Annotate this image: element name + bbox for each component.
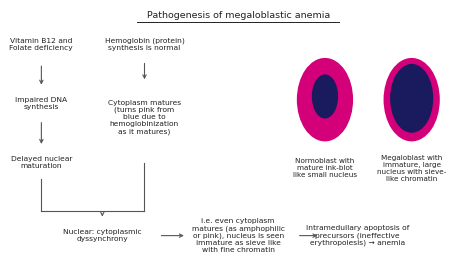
Text: Delayed nuclear
maturation: Delayed nuclear maturation [11,156,72,169]
Ellipse shape [312,74,338,119]
Text: Pathogenesis of megaloblastic anemia: Pathogenesis of megaloblastic anemia [146,11,330,20]
Text: Nuclear: cytoplasmic
dyssynchrony: Nuclear: cytoplasmic dyssynchrony [63,229,142,242]
Text: Intramedullary apoptosis of
precursors (ineffective
erythropoiesis) → anemia: Intramedullary apoptosis of precursors (… [306,225,410,246]
Text: Vitamin B12 and
Folate deficiency: Vitamin B12 and Folate deficiency [9,38,73,51]
Ellipse shape [383,58,440,141]
Ellipse shape [390,64,433,133]
Text: Impaired DNA
synthesis: Impaired DNA synthesis [15,97,67,110]
Text: Normoblast with
mature ink-blot
like small nucleus: Normoblast with mature ink-blot like sma… [293,158,357,178]
Text: Megaloblast with
immature, large
nucleus with sieve-
like chromatin: Megaloblast with immature, large nucleus… [377,155,447,182]
Text: Cytoplasm matures
(turns pink from
blue due to
hemoglobinization
as it matures): Cytoplasm matures (turns pink from blue … [108,100,181,135]
Ellipse shape [297,58,353,141]
Text: i.e. even cytoplasm
matures (as amphophilic
or pink), nucleus is seen
immature a: i.e. even cytoplasm matures (as amphophi… [192,218,285,253]
Text: Hemoglobin (protein)
synthesis is normal: Hemoglobin (protein) synthesis is normal [105,38,184,51]
